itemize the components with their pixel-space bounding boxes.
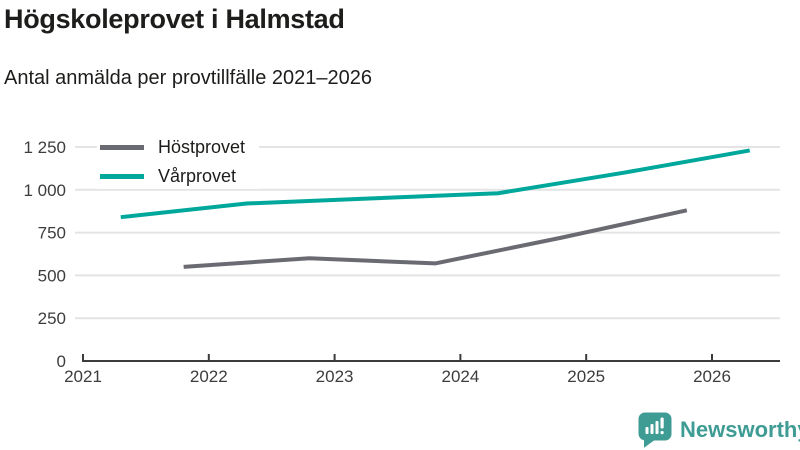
x-tick-label: 2024 [441,367,479,386]
legend-label-hostprovet: Höstprovet [158,137,246,157]
newsworthy-wordmark: Newsworthy [680,417,800,442]
newsworthy-bar-chart-icon [638,412,672,448]
x-tick-label: 2025 [567,367,605,386]
y-tick-label: 1 250 [23,138,66,157]
newsworthy-logo: Newsworthy [638,411,800,449]
series-line-varprovet [120,148,751,220]
y-tick-label: 750 [38,224,66,243]
legend-item-varprovet: Vårprovet [100,166,245,187]
legend-swatch-hostprovet [100,145,144,150]
legend-swatch-varprovet [100,174,144,179]
y-tick-label: 250 [38,309,66,328]
page-title: Högskoleprovet i Halmstad [4,4,345,34]
x-tick-label: 2023 [316,367,354,386]
chart-subtitle: Antal anmälda per provtillfälle 2021–202… [4,67,373,89]
chart-series [120,148,751,269]
y-tick-label: 0 [57,352,66,371]
legend-item-hostprovet: Höstprovet [100,137,245,158]
x-tick-label: 2026 [693,367,731,386]
y-tick-label: 1 000 [23,181,66,200]
x-tick-label: 2021 [64,367,102,386]
legend-label-varprovet: Vårprovet [158,166,237,186]
y-tick-label: 500 [38,266,66,285]
series-line-hostprovet [183,208,688,269]
x-axis: 2021 2022 2023 2024 2025 2026 [64,354,780,386]
chart-legend: Höstprovet Vårprovet [97,135,260,189]
x-tick-label: 2022 [190,367,228,386]
y-axis-labels: 0 250 500 750 1 000 1 250 [23,138,66,371]
